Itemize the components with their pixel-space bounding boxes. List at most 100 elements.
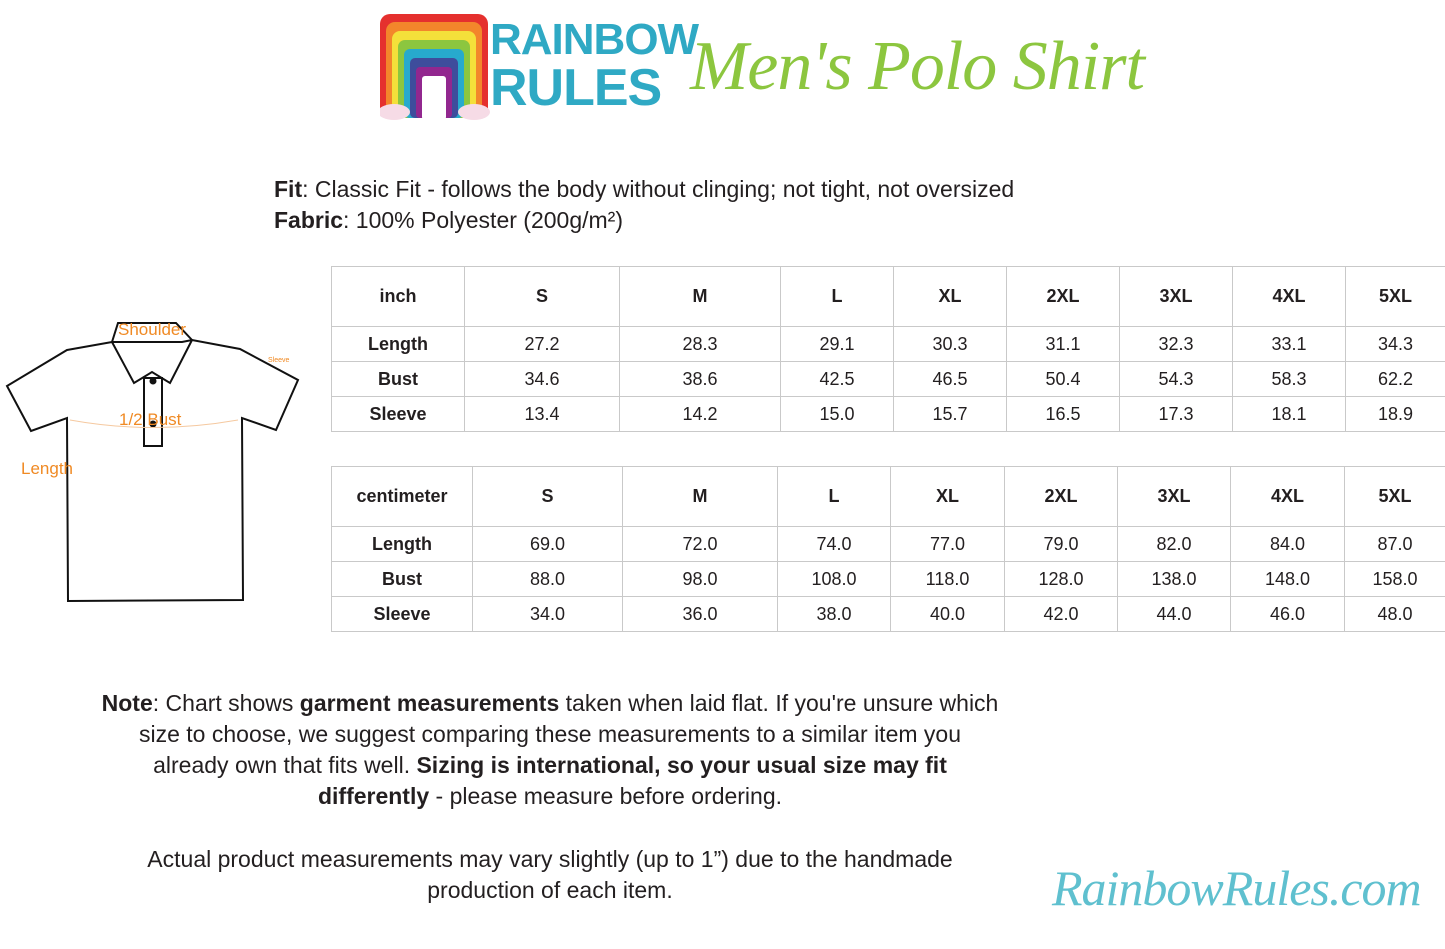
brand-name: RAINBOW RULES [490, 15, 699, 117]
table-cell: 74.0 [777, 526, 891, 562]
cm-size-table: centimeter S M L XL 2XL 3XL 4XL 5XL Length 69.0 72.… [331, 466, 1445, 632]
rainbow-logo-icon [380, 14, 490, 120]
note-label: Note [101, 690, 153, 716]
note-part: - please measure before ordering. [429, 783, 783, 809]
table-cell: 72.0 [622, 526, 778, 562]
table-cell: 33.1 [1232, 326, 1346, 362]
table-cell: L [780, 266, 894, 327]
table-row: Bust 34.6 38.6 42.5 46.5 50.4 54.3 58.3 62.2 [331, 361, 1445, 397]
table-cell: 54.3 [1119, 361, 1233, 397]
table-cell: 16.5 [1006, 396, 1120, 432]
table-cell: 48.0 [1344, 596, 1445, 632]
fit-value: : Classic Fit - follows the body without… [302, 176, 1015, 202]
table-row: Length 27.2 28.3 29.1 30.3 31.1 32.3 33.1 34.3 [331, 326, 1445, 362]
bust-label: 1/2 Bust [119, 410, 182, 429]
table-cell: 46.5 [893, 361, 1007, 397]
table-cell: 13.4 [464, 396, 620, 432]
note-part: taken when laid flat. If you're unsure w… [139, 690, 999, 778]
row-label: Length [331, 526, 473, 562]
table-cell: 34.6 [464, 361, 620, 397]
table-cell: 18.9 [1345, 396, 1445, 432]
table-cell: 40.0 [890, 596, 1005, 632]
table-cell: 28.3 [619, 326, 781, 362]
table-cell: 4XL [1232, 266, 1346, 327]
table-row: Bust 88.0 98.0 108.0 118.0 128.0 138.0 148.0 158… [331, 561, 1445, 597]
fabric-info: Fabric: 100% Polyester (200g/m²) [274, 205, 623, 236]
table-cell: 31.1 [1006, 326, 1120, 362]
table-cell: 118.0 [890, 561, 1005, 597]
table-cell: 148.0 [1230, 561, 1345, 597]
table-cell: L [777, 466, 891, 527]
table-cell: 5XL [1345, 266, 1445, 327]
table-header-row: centimeter S M L XL 2XL 3XL 4XL 5XL [331, 466, 1445, 527]
table-cell: 38.0 [777, 596, 891, 632]
table-cell: M [622, 466, 778, 527]
table-cell: 34.0 [472, 596, 623, 632]
table-cell: 36.0 [622, 596, 778, 632]
table-cell: 82.0 [1117, 526, 1231, 562]
row-label: Sleeve [331, 396, 465, 432]
table-row: Sleeve 34.0 36.0 38.0 40.0 42.0 44.0 46.0 48.0 [331, 596, 1445, 632]
table-cell: 44.0 [1117, 596, 1231, 632]
table-row: Length 69.0 72.0 74.0 77.0 79.0 82.0 84.0 87.0 [331, 526, 1445, 562]
table-cell: 18.1 [1232, 396, 1346, 432]
note-text: Note: Chart shows garment measurements t… [100, 688, 1000, 812]
table-cell: M [619, 266, 781, 327]
table-cell: 77.0 [890, 526, 1005, 562]
note-variation: Actual product measurements may vary sli… [147, 846, 953, 903]
table-cell: 87.0 [1344, 526, 1445, 562]
note-bold: Sizing is international, so your usual s… [317, 752, 947, 809]
fit-info: Fit: Classic Fit - follows the body with… [274, 174, 1014, 205]
fabric-label: Fabric [274, 207, 344, 233]
table-cell: 38.6 [619, 361, 781, 397]
table-cell: 2XL [1006, 266, 1120, 327]
table-cell: 32.3 [1119, 326, 1233, 362]
table-cell: 29.1 [780, 326, 894, 362]
table-cell: 79.0 [1004, 526, 1118, 562]
table-cell: 15.7 [893, 396, 1007, 432]
table-cell: 58.3 [1232, 361, 1346, 397]
table-cell: 3XL [1117, 466, 1231, 527]
brand-line2: RULES [490, 59, 662, 117]
table-cell: 158.0 [1344, 561, 1445, 597]
polo-shirt-diagram: Shoulder Sleeve 1/2 Bust Length [5, 320, 300, 603]
table-cell: 69.0 [472, 526, 623, 562]
row-label: Bust [331, 361, 465, 397]
table-cell: 3XL [1119, 266, 1233, 327]
table-cell: XL [893, 266, 1007, 327]
note-bold: garment measurements [299, 690, 560, 716]
table-cell: 34.3 [1345, 326, 1445, 362]
table-cell: 42.0 [1004, 596, 1118, 632]
page-title: Men's Polo Shirt [690, 28, 1145, 105]
row-label: centimeter [331, 466, 473, 527]
table-cell: 62.2 [1345, 361, 1445, 397]
table-cell: 108.0 [777, 561, 891, 597]
table-cell: S [472, 466, 623, 527]
row-label: Bust [331, 561, 473, 597]
inch-size-table: inch S M L XL 2XL 3XL 4XL 5XL Length 27.2 28.3 29.1 3… [331, 266, 1445, 432]
table-cell: 88.0 [472, 561, 623, 597]
fit-label: Fit [274, 176, 303, 202]
fabric-value: : 100% Polyester (200g/m²) [343, 207, 623, 233]
sleeve-label: Sleeve [268, 357, 290, 364]
table-cell: 17.3 [1119, 396, 1233, 432]
shoulder-label: Shoulder [118, 320, 186, 339]
table-cell: 2XL [1004, 466, 1118, 527]
table-cell: 50.4 [1006, 361, 1120, 397]
note-part: : Chart shows [152, 690, 300, 716]
table-cell: 15.0 [780, 396, 894, 432]
table-cell: S [464, 266, 620, 327]
length-label: Length [21, 459, 73, 478]
table-cell: 42.5 [780, 361, 894, 397]
table-cell: 46.0 [1230, 596, 1345, 632]
table-cell: XL [890, 466, 1005, 527]
brand-line1: RAINBOW [490, 15, 699, 64]
table-cell: 128.0 [1004, 561, 1118, 597]
table-cell: 5XL [1344, 466, 1445, 527]
table-cell: 14.2 [619, 396, 781, 432]
row-label: Length [331, 326, 465, 362]
row-label: inch [331, 266, 465, 327]
website-logo: RainbowRules.com [1052, 860, 1422, 916]
table-header-row: inch S M L XL 2XL 3XL 4XL 5XL [331, 266, 1445, 327]
table-row: Sleeve 13.4 14.2 15.0 15.7 16.5 17.3 18.1 18.9 [331, 396, 1445, 432]
